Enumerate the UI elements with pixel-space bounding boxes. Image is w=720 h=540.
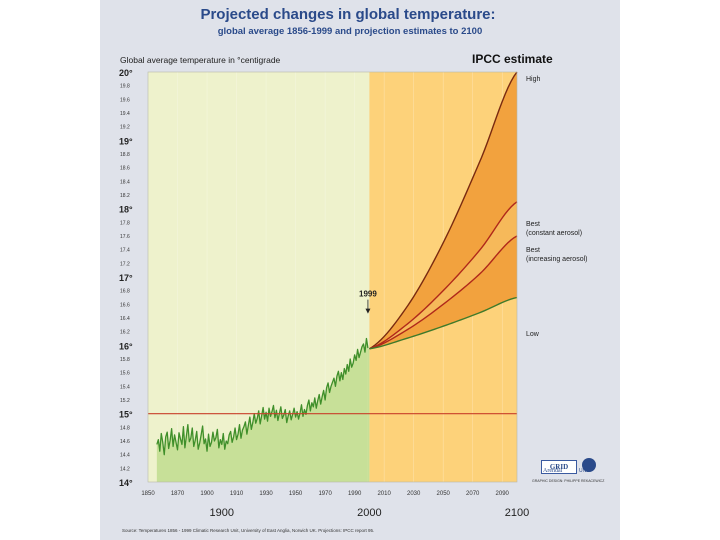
marker-1999-label: 1999 — [359, 290, 377, 299]
series-line-low — [369, 296, 518, 350]
plot-frame — [147, 71, 518, 483]
y-minor-tick-label: 19.6 — [120, 97, 130, 103]
y-minor-tick-label: 16.4 — [120, 316, 130, 322]
historical-series-line — [156, 337, 369, 456]
grid-logo: GRID — [541, 460, 577, 474]
y-minor-tick-label: 18.2 — [120, 193, 130, 199]
x-major-tick-label: 1900 — [210, 507, 234, 519]
y-minor-tick-label: 14.4 — [120, 453, 130, 459]
y-minor-tick-label: 19.4 — [120, 111, 130, 117]
y-minor-tick-label: 16.6 — [120, 302, 130, 308]
design-credit: GRAPHIC DESIGN: PHILIPPE REKACEWICZ — [532, 479, 605, 483]
x-tick-label: 2050 — [437, 491, 451, 497]
chart-subtitle: global average 1856-1999 and projection … — [217, 26, 483, 37]
y-minor-tick-label: 15.8 — [120, 357, 130, 363]
y-minor-tick-label: 17.6 — [120, 234, 130, 240]
x-tick-label: 1870 — [171, 491, 185, 497]
y-minor-tick-label: 15.2 — [120, 398, 130, 404]
x-tick-label: 1950 — [289, 491, 303, 497]
legend-best-increasing-sub: (increasing aerosol) — [526, 256, 587, 263]
y-major-tick-label: 19° — [119, 136, 133, 146]
y-minor-tick-label: 16.8 — [120, 289, 130, 295]
series-line-best-increasing — [369, 235, 518, 350]
x-tick-label: 2090 — [496, 491, 510, 497]
y-minor-tick-label: 17.4 — [120, 248, 130, 254]
legend-best-increasing: Best — [526, 247, 540, 254]
legend-high: High — [526, 76, 541, 83]
y-major-tick-label: 15° — [119, 410, 133, 420]
y-major-tick-label: 17° — [119, 273, 133, 283]
y-minor-tick-label: 15.4 — [120, 384, 130, 390]
x-tick-label: 1930 — [259, 491, 273, 497]
x-tick-label: 1900 — [200, 491, 214, 497]
y-major-tick-label: 14° — [119, 478, 133, 488]
historical-fill-bridge — [367, 348, 370, 482]
x-tick-label: 1850 — [141, 491, 155, 497]
legend-low: Low — [526, 331, 540, 338]
y-major-tick-label: 18° — [119, 205, 133, 215]
x-tick-label: 1990 — [348, 491, 362, 497]
y-minor-tick-label: 18.4 — [120, 179, 130, 185]
x-tick-label: 2010 — [377, 491, 391, 497]
y-major-tick-label: 16° — [119, 341, 133, 351]
y-axis-label: Global average temperature in °centigrad… — [120, 55, 281, 65]
x-major-tick-label: 2000 — [357, 507, 381, 519]
y-minor-tick-label: 19.2 — [120, 125, 130, 131]
x-tick-label: 2030 — [407, 491, 421, 497]
projection-range-fill — [369, 72, 517, 349]
y-minor-tick-label: 16.2 — [120, 330, 130, 336]
marker-1999-arrowhead — [365, 308, 371, 314]
unep-emblem-icon — [582, 458, 596, 472]
x-tick-label: 1910 — [230, 491, 244, 497]
series-line-high — [369, 71, 518, 350]
arendal-logo: Arendal — [543, 468, 563, 474]
y-minor-tick-label: 15.6 — [120, 371, 130, 377]
y-minor-tick-label: 17.2 — [120, 261, 130, 267]
legend-best-constant-sub: (constant aerosol) — [526, 230, 582, 237]
chart-title: Projected changes in global temperature: — [200, 6, 496, 23]
y-minor-tick-label: 17.8 — [120, 220, 130, 226]
y-minor-tick-label: 14.8 — [120, 425, 130, 431]
x-tick-label: 1970 — [318, 491, 332, 497]
y-minor-tick-label: 14.6 — [120, 439, 130, 445]
y-minor-tick-label: 18.6 — [120, 166, 130, 172]
y-major-tick-label: 20° — [119, 68, 133, 78]
x-tick-label: 2070 — [466, 491, 480, 497]
y-minor-tick-label: 18.8 — [120, 152, 130, 158]
legend-best-constant: Best — [526, 221, 540, 228]
source-note: Source: Temperatures 1856 - 1999 Climati… — [122, 528, 375, 533]
y-minor-tick-label: 19.8 — [120, 84, 130, 90]
y-minor-tick-label: 14.2 — [120, 466, 130, 472]
ipcc-estimate-label: IPCC estimate — [472, 52, 553, 66]
x-major-tick-label: 2100 — [505, 507, 529, 519]
unep-logo-label: UNEP — [579, 468, 593, 474]
series-line-best-constant — [369, 201, 518, 350]
